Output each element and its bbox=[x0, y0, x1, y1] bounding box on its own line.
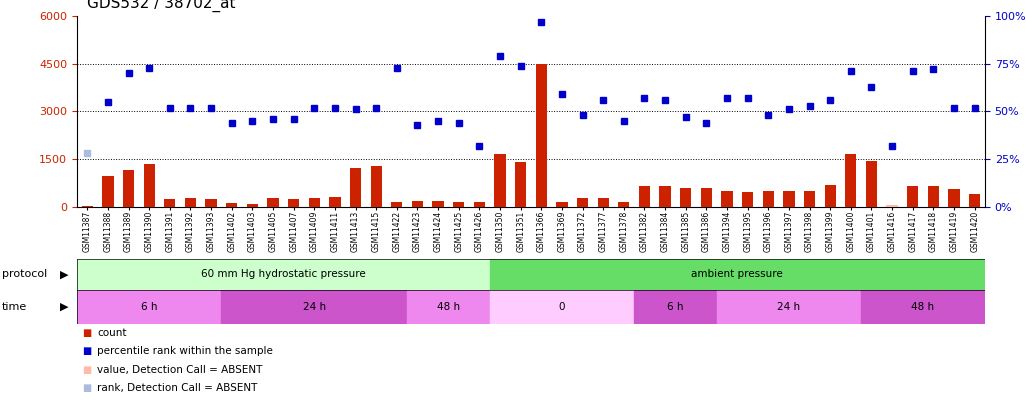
Text: percentile rank within the sample: percentile rank within the sample bbox=[97, 346, 273, 356]
Text: protocol: protocol bbox=[2, 269, 47, 279]
Bar bbox=[721, 191, 733, 207]
Bar bbox=[536, 64, 547, 207]
Bar bbox=[928, 186, 939, 207]
Text: ■: ■ bbox=[82, 346, 91, 356]
Bar bbox=[268, 198, 279, 207]
Bar bbox=[309, 198, 320, 207]
Text: 6 h: 6 h bbox=[141, 302, 157, 312]
Text: ambient pressure: ambient pressure bbox=[692, 269, 783, 279]
Bar bbox=[717, 290, 861, 324]
Bar bbox=[185, 198, 196, 207]
Bar bbox=[391, 202, 402, 207]
Bar bbox=[407, 290, 489, 324]
Bar bbox=[597, 198, 608, 207]
Bar bbox=[825, 185, 836, 207]
Bar bbox=[680, 188, 692, 207]
Bar bbox=[205, 198, 216, 207]
Bar bbox=[577, 198, 588, 207]
Bar bbox=[103, 177, 114, 207]
Bar bbox=[164, 199, 175, 207]
Bar bbox=[123, 170, 134, 207]
Bar bbox=[618, 202, 630, 207]
Bar bbox=[556, 202, 567, 207]
Text: time: time bbox=[2, 302, 28, 312]
Bar bbox=[969, 194, 980, 207]
Bar bbox=[762, 191, 774, 207]
Bar bbox=[489, 259, 985, 290]
Bar bbox=[474, 202, 485, 207]
Text: 60 mm Hg hydrostatic pressure: 60 mm Hg hydrostatic pressure bbox=[201, 269, 365, 279]
Text: 6 h: 6 h bbox=[667, 302, 683, 312]
Text: ■: ■ bbox=[82, 383, 91, 393]
Text: 24 h: 24 h bbox=[778, 302, 800, 312]
Text: ▶: ▶ bbox=[61, 302, 69, 312]
Bar bbox=[489, 290, 634, 324]
Text: 48 h: 48 h bbox=[911, 302, 935, 312]
Bar bbox=[634, 290, 717, 324]
Bar bbox=[370, 166, 382, 207]
Bar bbox=[783, 191, 794, 207]
Bar bbox=[329, 197, 341, 207]
Bar bbox=[288, 199, 300, 207]
Text: rank, Detection Call = ABSENT: rank, Detection Call = ABSENT bbox=[97, 383, 258, 393]
Text: ■: ■ bbox=[82, 328, 91, 338]
Bar bbox=[515, 162, 526, 207]
Bar bbox=[246, 204, 258, 207]
Bar bbox=[886, 205, 898, 207]
Text: GDS532 / 38702_at: GDS532 / 38702_at bbox=[87, 0, 236, 12]
Bar bbox=[226, 203, 237, 207]
Bar bbox=[948, 190, 959, 207]
Text: ▶: ▶ bbox=[61, 269, 69, 279]
Text: 24 h: 24 h bbox=[303, 302, 326, 312]
Bar bbox=[742, 192, 753, 207]
Bar bbox=[432, 201, 444, 207]
Text: value, Detection Call = ABSENT: value, Detection Call = ABSENT bbox=[97, 364, 263, 375]
Bar bbox=[77, 259, 489, 290]
Bar bbox=[411, 201, 423, 207]
Bar bbox=[144, 164, 155, 207]
Bar bbox=[907, 186, 918, 207]
Bar bbox=[453, 202, 465, 207]
Text: 0: 0 bbox=[559, 302, 565, 312]
Bar bbox=[77, 290, 222, 324]
Text: ■: ■ bbox=[82, 364, 91, 375]
Bar bbox=[866, 160, 877, 207]
Bar bbox=[861, 290, 985, 324]
Bar bbox=[701, 188, 712, 207]
Bar bbox=[639, 186, 650, 207]
Bar bbox=[804, 191, 816, 207]
Bar bbox=[222, 290, 407, 324]
Text: count: count bbox=[97, 328, 127, 338]
Bar bbox=[845, 154, 857, 207]
Bar bbox=[660, 186, 671, 207]
Bar bbox=[495, 154, 506, 207]
Bar bbox=[350, 168, 361, 207]
Text: 48 h: 48 h bbox=[437, 302, 460, 312]
